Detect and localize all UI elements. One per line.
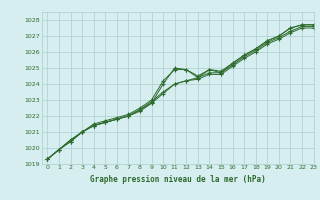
X-axis label: Graphe pression niveau de la mer (hPa): Graphe pression niveau de la mer (hPa) [90, 175, 266, 184]
